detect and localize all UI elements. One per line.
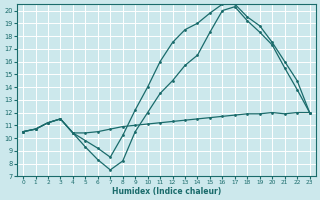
X-axis label: Humidex (Indice chaleur): Humidex (Indice chaleur) <box>112 187 221 196</box>
